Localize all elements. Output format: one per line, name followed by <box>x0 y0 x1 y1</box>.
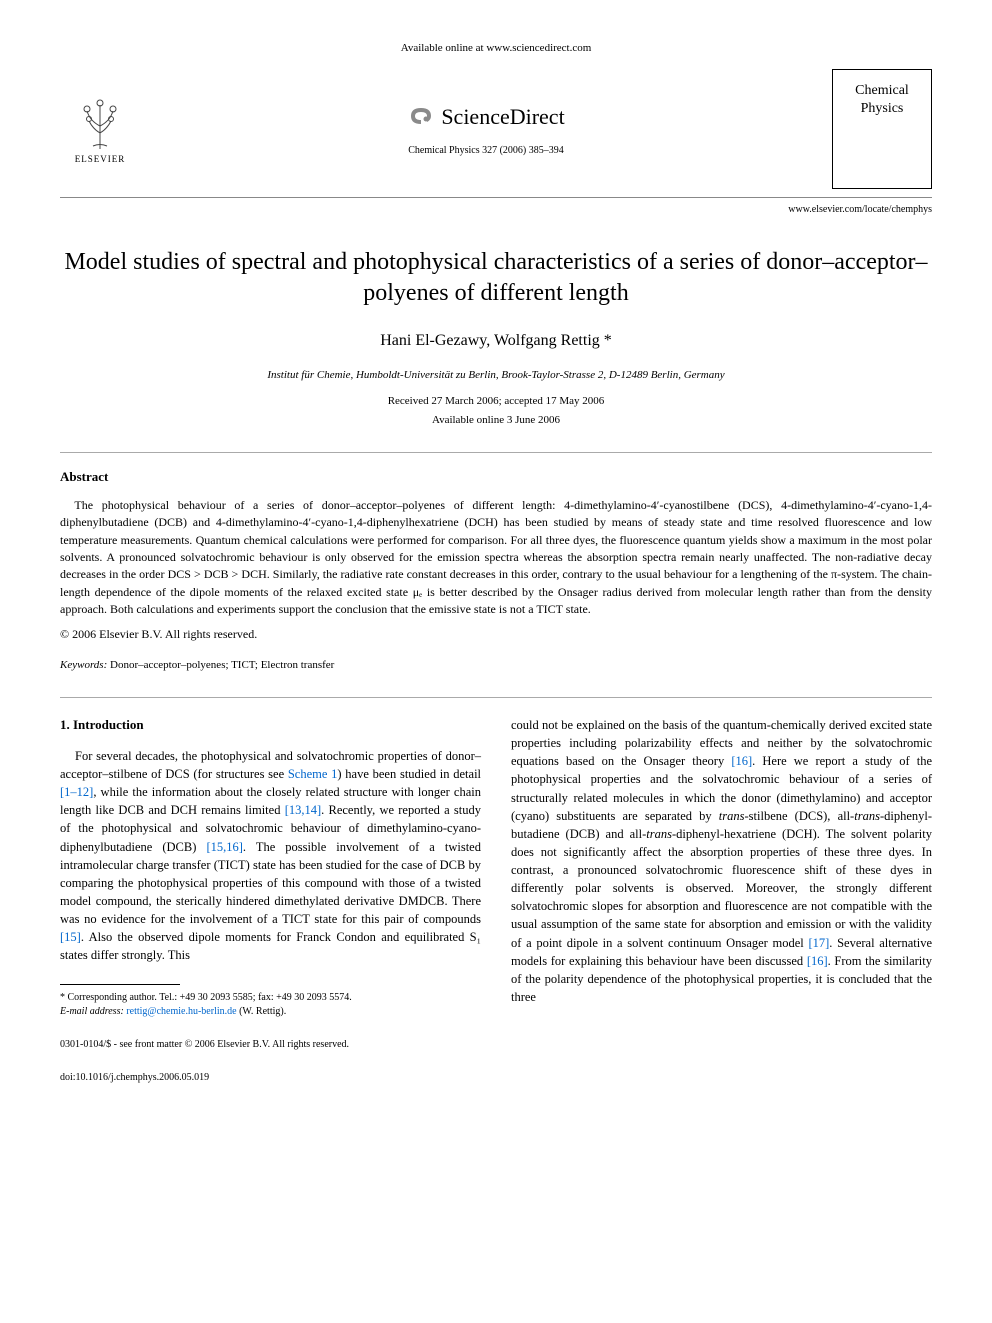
column-right: could not be explained on the basis of t… <box>511 716 932 1019</box>
doi-line: doi:10.1016/j.chemphys.2006.05.019 <box>60 1070 932 1085</box>
email-footnote: E-mail address: rettig@chemie.hu-berlin.… <box>60 1005 481 1019</box>
ref-link[interactable]: [15,16] <box>206 840 242 854</box>
italic: trans <box>854 809 880 823</box>
text: -diphenyl-hexatriene (DCH). The solvent … <box>511 827 932 950</box>
authors: Hani El-Gezawy, Wolfgang Rettig * <box>60 329 932 353</box>
email-who: (W. Rettig). <box>237 1006 287 1017</box>
abstract-heading: Abstract <box>60 467 932 487</box>
divider <box>60 697 932 698</box>
intro-paragraph-left: For several decades, the photophysical a… <box>60 747 481 965</box>
ref-link[interactable]: [16] <box>731 754 752 768</box>
footnote-separator <box>60 984 180 985</box>
ref-link[interactable]: [16] <box>807 954 828 968</box>
sciencedirect-block: ScienceDirect Chemical Physics 327 (2006… <box>140 100 832 158</box>
ref-link[interactable]: [13,14] <box>285 803 321 817</box>
journal-cover-box: Chemical Physics <box>832 69 932 189</box>
text: -stilbene (DCS), all- <box>745 809 855 823</box>
copyright-line: © 2006 Elsevier B.V. All rights reserved… <box>60 625 932 643</box>
sciencedirect-logo: ScienceDirect <box>407 100 564 133</box>
scheme-link[interactable]: Scheme 1 <box>288 767 338 781</box>
journal-url[interactable]: www.elsevier.com/locate/chemphys <box>60 202 932 217</box>
text: . Also the observed dipole moments for F… <box>60 930 481 962</box>
italic: trans <box>646 827 672 841</box>
elsevier-tree-icon <box>75 91 125 151</box>
elsevier-name: ELSEVIER <box>75 153 126 167</box>
keywords-text: Donor–acceptor–polyenes; TICT; Electron … <box>107 659 334 671</box>
email-link[interactable]: rettig@chemie.hu-berlin.de <box>126 1006 236 1017</box>
keywords-label: Keywords: <box>60 659 107 671</box>
sciencedirect-icon <box>407 102 435 130</box>
issn-line: 0301-0104/$ - see front matter © 2006 El… <box>60 1037 932 1052</box>
citation-line: Chemical Physics 327 (2006) 385–394 <box>408 143 564 158</box>
article-title: Model studies of spectral and photophysi… <box>60 247 932 309</box>
ref-link[interactable]: [15] <box>60 930 81 944</box>
italic: trans <box>719 809 745 823</box>
corresponding-author-footnote: * Corresponding author. Tel.: +49 30 209… <box>60 991 481 1005</box>
email-label: E-mail address: <box>60 1006 124 1017</box>
body-columns: 1. Introduction For several decades, the… <box>60 716 932 1019</box>
available-online-date: Available online 3 June 2006 <box>60 412 932 429</box>
ref-link[interactable]: [17] <box>808 936 829 950</box>
section-heading-intro: 1. Introduction <box>60 716 481 735</box>
intro-paragraph-right: could not be explained on the basis of t… <box>511 716 932 1006</box>
received-accepted-dates: Received 27 March 2006; accepted 17 May … <box>60 393 932 410</box>
ref-link[interactable]: [1–12] <box>60 785 93 799</box>
sciencedirect-name: ScienceDirect <box>441 100 564 133</box>
header-row: ELSEVIER ScienceDirect Chemical Physics … <box>60 69 932 198</box>
keywords: Keywords: Donor–acceptor–polyenes; TICT;… <box>60 657 932 674</box>
abstract-text: The photophysical behaviour of a series … <box>60 497 932 619</box>
availability-line: Available online at www.sciencedirect.co… <box>60 40 932 57</box>
affiliation: Institut für Chemie, Humboldt-Universitä… <box>60 367 932 384</box>
elsevier-logo: ELSEVIER <box>60 91 140 167</box>
column-left: 1. Introduction For several decades, the… <box>60 716 481 1019</box>
text: ) have been studied in detail <box>337 767 481 781</box>
divider <box>60 452 932 453</box>
